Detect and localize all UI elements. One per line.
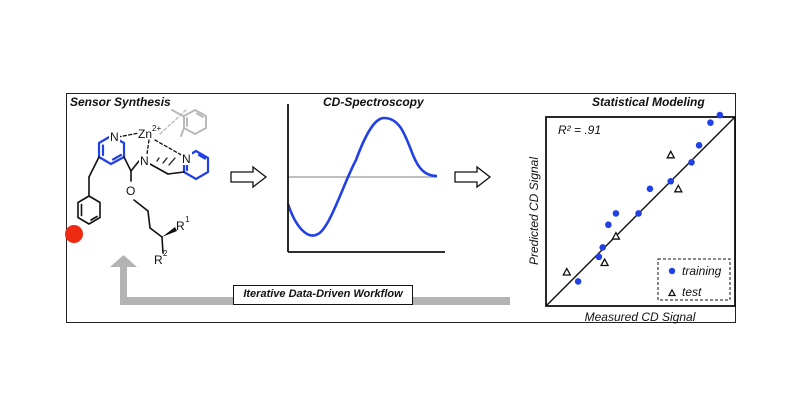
legend-training-label: training: [682, 264, 722, 278]
atom-r2: R: [154, 253, 163, 267]
cd-spectrum-curve: [286, 116, 438, 237]
cd-spectroscopy-title: CD-Spectroscopy: [323, 95, 424, 109]
training-point-11: [707, 119, 714, 126]
atom-zinc: Zn: [138, 127, 152, 141]
training-point-1: [574, 278, 582, 285]
atom-oxygen: O: [126, 184, 135, 198]
atom-r1-superscript: 1: [185, 215, 190, 224]
training-point-3: [599, 244, 606, 251]
y-axis-label: Predicted CD Signal: [527, 157, 541, 265]
training-point-4: [605, 221, 612, 229]
atom-pyridine-n-right: N: [182, 152, 191, 166]
legend-training-marker: [668, 267, 676, 275]
atom-amine-n: N: [140, 154, 149, 168]
r-squared-annotation: R² = .91: [558, 123, 601, 137]
coordination-bonds: [117, 132, 186, 158]
test-point-2: [600, 257, 610, 267]
legend-test-marker: [667, 288, 677, 297]
test-point-4: [666, 149, 676, 159]
aryl-ring: [77, 156, 101, 225]
scatter-points: [562, 111, 724, 285]
training-point-5: [612, 210, 620, 217]
training-point-12: [716, 111, 724, 119]
atom-zinc-charge: 2+: [152, 124, 161, 133]
atom-r1: R: [176, 219, 185, 233]
wedge-bond: [162, 227, 177, 237]
legend: training test: [657, 258, 731, 301]
scatter-plot-border: [545, 116, 736, 307]
pyridine-ring-pale: [171, 109, 207, 137]
sensor-synthesis-title: Sensor Synthesis: [70, 95, 171, 109]
x-axis-label: Measured CD Signal: [585, 310, 696, 324]
training-point-10: [695, 142, 703, 149]
test-point-3: [611, 231, 621, 240]
pyridine-ring-left: [97, 134, 126, 166]
process-arrow-1: [230, 165, 268, 189]
scatter-plot: R² = .91 training test Measured CD Signa…: [527, 111, 736, 324]
training-point-6: [635, 210, 642, 217]
atom-r2-superscript: 2: [163, 249, 168, 258]
test-point-1: [562, 267, 572, 276]
training-point-7: [646, 185, 654, 193]
process-arrow-2: [454, 165, 492, 189]
workflow-label: Iterative Data-Driven Workflow: [233, 285, 413, 305]
hashed-bond: [156, 157, 176, 166]
substituent-marker: [65, 225, 83, 243]
pale-coordination-bond: [159, 109, 187, 135]
legend-test-label: test: [682, 285, 702, 299]
cd-spectrum-plot: [286, 104, 445, 253]
atom-pyridine-n-left: N: [110, 130, 119, 144]
training-point-8: [667, 177, 675, 185]
training-point-9: [688, 159, 695, 166]
test-point-5: [673, 183, 683, 193]
sensor-molecule: N Zn 2+ N N O R 1 R 2: [65, 109, 210, 267]
backbone-bonds: [123, 156, 185, 254]
statistical-modeling-title: Statistical Modeling: [592, 95, 705, 109]
training-point-2: [595, 253, 603, 261]
